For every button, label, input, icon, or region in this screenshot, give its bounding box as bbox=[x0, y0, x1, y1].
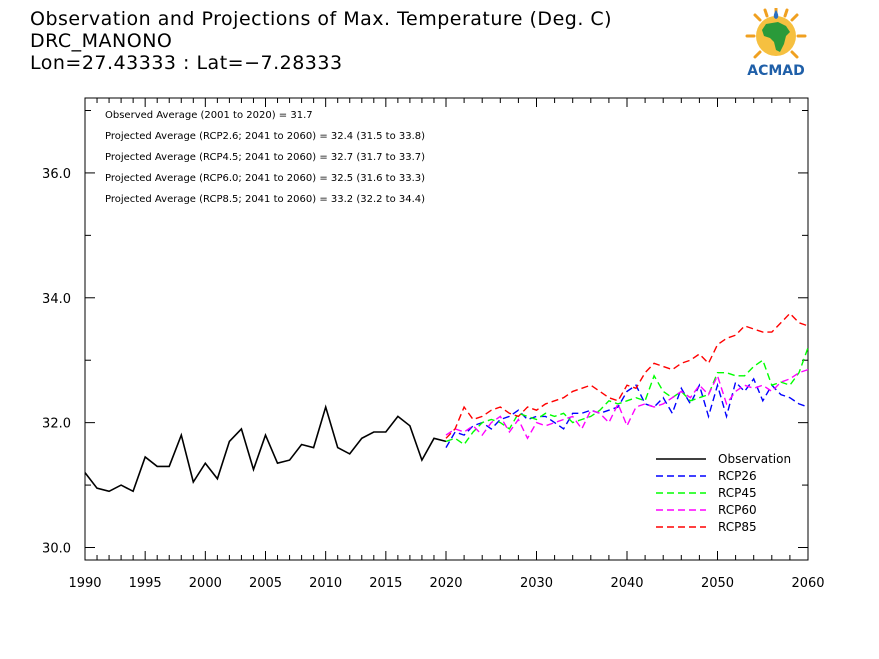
title-block: Observation and Projections of Max. Temp… bbox=[30, 8, 612, 74]
annotation-line: Projected Average (RCP8.5; 2041 to 2060)… bbox=[105, 194, 425, 205]
logo-text: ACMAD bbox=[747, 63, 805, 79]
series-line-rcp26 bbox=[445, 377, 809, 448]
x-tick-label: 2050 bbox=[701, 576, 734, 591]
plot-frame bbox=[84, 97, 809, 561]
x-tick-label: 2060 bbox=[791, 576, 824, 591]
x-tick-label: 2000 bbox=[189, 576, 222, 591]
y-tick-label: 36.0 bbox=[42, 167, 71, 182]
annotation-line: Projected Average (RCP4.5; 2041 to 2060)… bbox=[105, 152, 425, 163]
x-tick-label: 1995 bbox=[129, 576, 162, 591]
station-coordinates: Lon=27.43333 : Lat=−7.28333 bbox=[30, 52, 343, 74]
legend-label-observation: Observation bbox=[718, 452, 791, 466]
x-tick-label: 2010 bbox=[309, 576, 342, 591]
legend-label-rcp85: RCP85 bbox=[718, 520, 757, 534]
x-tick-label: 2040 bbox=[610, 576, 643, 591]
legend-label-rcp26: RCP26 bbox=[718, 469, 757, 483]
annotation-line: Projected Average (RCP6.0; 2041 to 2060)… bbox=[105, 173, 425, 184]
series-line-observation bbox=[84, 404, 447, 493]
axes-layer: 30.0 32.0 34.0 36.0 1990 1995 2000 2005 2010 2015… bbox=[42, 98, 825, 591]
y-tick-label: 30.0 bbox=[42, 542, 71, 557]
series-line-rcp85 bbox=[445, 312, 809, 439]
series-line-rcp45 bbox=[445, 347, 809, 446]
annotation-line: Observed Average (2001 to 2020) = 31.7 bbox=[105, 110, 313, 121]
y-tick-label: 32.0 bbox=[42, 417, 71, 432]
x-tick-label: 2015 bbox=[369, 576, 402, 591]
annotation-layer: Observed Average (2001 to 2020) = 31.7 Pr… bbox=[105, 110, 425, 205]
x-tick-label: 2030 bbox=[520, 576, 553, 591]
series-line-rcp60 bbox=[445, 368, 809, 440]
series-layer bbox=[84, 312, 809, 493]
africa-map-icon bbox=[745, 6, 807, 59]
legend-label-rcp60: RCP60 bbox=[718, 503, 757, 517]
chart-title: Observation and Projections of Max. Temp… bbox=[30, 8, 613, 30]
acmad-logo: ACMAD bbox=[736, 6, 816, 84]
station-name: DRC_MANONO bbox=[30, 30, 173, 52]
x-tick-label: 2005 bbox=[249, 576, 282, 591]
x-tick-label: 2020 bbox=[429, 576, 462, 591]
y-tick-label: 34.0 bbox=[42, 292, 71, 307]
legend: Observation RCP26 RCP45 RCP60 RCP85 bbox=[656, 452, 791, 534]
x-tick-label: 1990 bbox=[68, 576, 101, 591]
annotation-line: Projected Average (RCP2.6; 2041 to 2060)… bbox=[105, 131, 425, 142]
legend-label-rcp45: RCP45 bbox=[718, 486, 757, 500]
